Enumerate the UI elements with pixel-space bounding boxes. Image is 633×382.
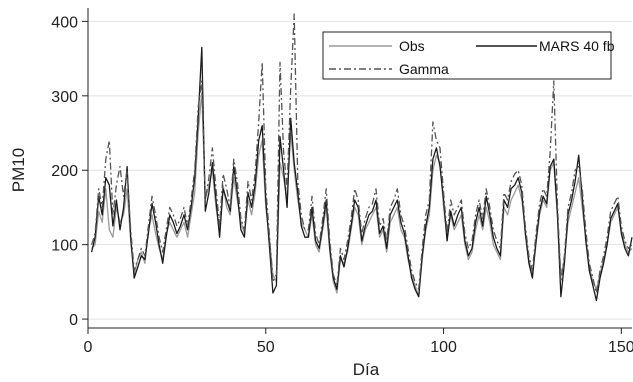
series-line-obs (91, 91, 633, 298)
series-layer (90, 13, 633, 302)
y-tick-label-400: 400 (51, 14, 78, 31)
y-axis-title: PM10 (9, 148, 28, 192)
legend: Obs MARS 40 fb Gamma (322, 31, 615, 80)
x-tick-label-100: 100 (430, 339, 457, 356)
y-tick-label-200: 200 (51, 163, 78, 180)
x-tick-label-150: 150 (608, 339, 633, 356)
legend-box (322, 31, 612, 80)
y-tick-label-300: 300 (51, 89, 78, 106)
x-tick-label-50: 50 (257, 339, 275, 356)
y-tick-label-0: 0 (69, 312, 78, 329)
gridlines (88, 20, 632, 320)
legend-label-obs: Obs (399, 38, 425, 54)
series-line-mars-40-fb (90, 46, 633, 302)
x-axis-title: Día (353, 360, 380, 379)
axes (87, 8, 632, 329)
legend-label-mars: MARS 40 fb (539, 38, 615, 54)
series-line-gamma (90, 13, 633, 294)
x-tick-label-0: 0 (84, 339, 93, 356)
legend-label-gamma: Gamma (399, 61, 449, 77)
ticks: 0 100 200 300 400 0 50 100 150 (51, 14, 633, 356)
y-tick-label-100: 100 (51, 238, 78, 255)
